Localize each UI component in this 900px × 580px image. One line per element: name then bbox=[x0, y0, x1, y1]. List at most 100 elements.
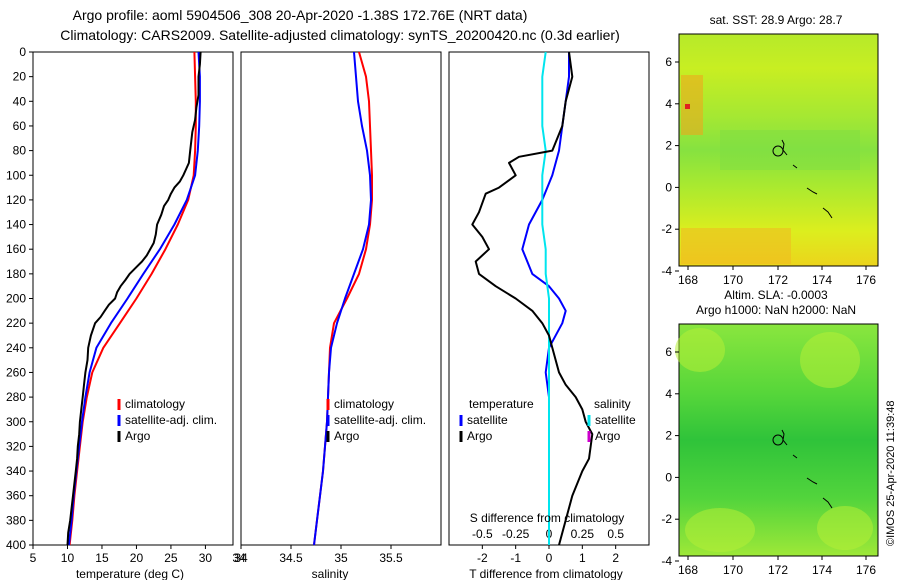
x-tick-label: 35.5 bbox=[379, 551, 403, 565]
y-tick-label: 120 bbox=[6, 193, 26, 207]
diff-legend-temperature-header: temperature bbox=[469, 397, 534, 411]
map-x-tick-label: 168 bbox=[678, 563, 698, 577]
top-tick-label: -0.5 bbox=[472, 527, 493, 541]
map-x-tick-label: 174 bbox=[812, 273, 832, 287]
sla-map-y-ticks: 6 4 2 0 -2 -4 bbox=[661, 345, 679, 568]
x-tick-label: 30 bbox=[199, 551, 213, 565]
y-tick-label: 220 bbox=[6, 316, 26, 330]
sst-warm-patch-left bbox=[681, 75, 703, 135]
difference-legend: temperature salinity satellite Argo sate… bbox=[459, 397, 636, 443]
map-x-tick-label: 172 bbox=[768, 273, 788, 287]
map-y-tick-label: 6 bbox=[665, 345, 672, 359]
sst-map-y-ticks: 6 4 2 0 -2 -4 bbox=[661, 55, 679, 278]
temperature-lines bbox=[66, 51, 202, 546]
x-tick-label: 1 bbox=[579, 551, 586, 565]
sal-legend-label-climatology: climatology bbox=[334, 397, 394, 411]
map-y-tick-label: 6 bbox=[665, 55, 672, 69]
temperature-legend: climatology satellite-adj. clim. Argo bbox=[117, 397, 217, 443]
map-y-tick-label: 4 bbox=[665, 97, 672, 111]
y-tick-label: 80 bbox=[13, 144, 27, 158]
difference-x-label: T difference from climatology bbox=[469, 567, 623, 580]
map-x-tick-label: 172 bbox=[768, 563, 788, 577]
x-tick-label: -2 bbox=[477, 551, 488, 565]
sst-map-title: sat. SST: 28.9 Argo: 28.7 bbox=[710, 13, 843, 27]
y-tick-label: 240 bbox=[6, 341, 26, 355]
sla-map-x-ticks: 168 170 172 174 176 bbox=[678, 556, 876, 577]
difference-panel: -2 -1 0 1 2 -0.5 -0.25 0 0.25 0.5 S difference f… bbox=[448, 51, 650, 580]
salinity-x-ticks: 34 34.5 35 35.5 bbox=[234, 545, 403, 565]
map-y-tick-label: -4 bbox=[661, 264, 672, 278]
sla-map-title-line2: Argo h1000: NaN h2000: NaN bbox=[696, 303, 856, 317]
series-line-temperature-argo bbox=[471, 51, 594, 546]
temperature-plot-area bbox=[32, 51, 234, 546]
y-tick-label: 200 bbox=[6, 292, 26, 306]
y-tick-label: 340 bbox=[6, 464, 26, 478]
map-x-tick-label: 174 bbox=[812, 563, 832, 577]
sst-map-x-ticks: 168 170 172 174 176 bbox=[678, 266, 876, 287]
sst-map: sat. SST: 28.9 Argo: 28.7 bbox=[661, 13, 879, 287]
sla-map-title-line1: Altim. SLA: -0.0003 bbox=[724, 288, 828, 302]
salinity-legend: climatology satellite-adj. clim. Argo bbox=[326, 397, 426, 443]
series-line-satellite-adj-clim- bbox=[313, 51, 372, 546]
y-tick-label: 400 bbox=[6, 538, 26, 552]
diff-legend-label-sal-argo: Argo bbox=[595, 429, 621, 443]
top-tick-label: 0.25 bbox=[571, 527, 595, 541]
y-tick-label: 180 bbox=[6, 267, 26, 281]
diff-legend-salinity-header: salinity bbox=[594, 397, 631, 411]
y-tick-label: 20 bbox=[13, 70, 27, 84]
map-x-tick-label: 170 bbox=[723, 273, 743, 287]
legend-label-climatology: climatology bbox=[125, 397, 185, 411]
series-line-salinity-satellite bbox=[541, 51, 550, 545]
salinity-panel: 34 34.5 35 35.5 salinity climatology satell… bbox=[234, 51, 442, 580]
y-tick-label: 140 bbox=[6, 218, 26, 232]
x-tick-label: 15 bbox=[95, 551, 109, 565]
map-y-tick-label: 2 bbox=[665, 139, 672, 153]
sla-light-blob-2 bbox=[800, 332, 860, 388]
sla-argo-location-marker bbox=[772, 434, 784, 446]
x-tick-label: 10 bbox=[61, 551, 75, 565]
y-tick-label: 320 bbox=[6, 439, 26, 453]
map-y-tick-label: 0 bbox=[665, 180, 672, 194]
sst-argo-location-marker bbox=[772, 145, 784, 157]
x-tick-label: 34.5 bbox=[279, 551, 303, 565]
difference-top-label: S difference from climatology bbox=[470, 511, 625, 525]
legend-label-argo: Argo bbox=[125, 429, 151, 443]
map-y-tick-label: -2 bbox=[661, 512, 672, 526]
sst-warm-patch-bottom bbox=[681, 228, 791, 264]
y-tick-label: 60 bbox=[13, 119, 27, 133]
difference-top-ticks: -0.5 -0.25 0 0.25 0.5 bbox=[472, 527, 624, 541]
x-tick-label: 5 bbox=[30, 551, 37, 565]
y-tick-label: 380 bbox=[6, 513, 26, 527]
map-x-tick-label: 168 bbox=[678, 273, 698, 287]
difference-x-ticks: -2 -1 0 1 2 bbox=[477, 545, 619, 565]
difference-lines bbox=[471, 51, 594, 546]
salinity-x-label: salinity bbox=[312, 567, 349, 580]
diff-legend-label-temp-satellite: satellite bbox=[467, 413, 508, 427]
legend-label-satellite: satellite-adj. clim. bbox=[125, 413, 217, 427]
x-tick-label: 35 bbox=[334, 551, 348, 565]
map-y-tick-label: 0 bbox=[665, 470, 672, 484]
temperature-panel: 0 20 40 60 80 100 120 140 160 180 200 220 240 260 280 3… bbox=[6, 45, 453, 580]
diff-legend-label-sal-satellite: satellite bbox=[595, 413, 636, 427]
temperature-x-ticks: 5 10 15 20 25 30 34 bbox=[30, 545, 246, 565]
salinity-lines bbox=[313, 51, 373, 546]
imos-credit-label: ©IMOS 25-Apr-2020 11:39:48 bbox=[885, 401, 897, 546]
series-line-argo bbox=[66, 51, 202, 546]
sst-hot-spot bbox=[685, 104, 690, 109]
y-tick-label: 40 bbox=[13, 94, 27, 108]
map-y-tick-label: -4 bbox=[661, 554, 672, 568]
y-tick-label: 300 bbox=[6, 415, 26, 429]
y-tick-label: 360 bbox=[6, 489, 26, 503]
temperature-y-ticks: 0 20 40 60 80 100 120 140 160 180 200 220 240 260 280 3… bbox=[6, 45, 453, 552]
x-tick-label: 34 bbox=[232, 551, 246, 565]
sst-cool-band bbox=[720, 130, 860, 170]
sla-coastline bbox=[781, 429, 833, 509]
salinity-plot-area bbox=[240, 51, 442, 546]
diff-legend-label-temp-argo: Argo bbox=[467, 429, 493, 443]
map-y-tick-label: 4 bbox=[665, 387, 672, 401]
y-tick-label: 260 bbox=[6, 365, 26, 379]
y-tick-label: 0 bbox=[19, 45, 26, 59]
x-tick-label: -1 bbox=[510, 551, 521, 565]
sal-legend-label-argo: Argo bbox=[334, 429, 360, 443]
x-tick-label: 34 bbox=[234, 551, 248, 565]
